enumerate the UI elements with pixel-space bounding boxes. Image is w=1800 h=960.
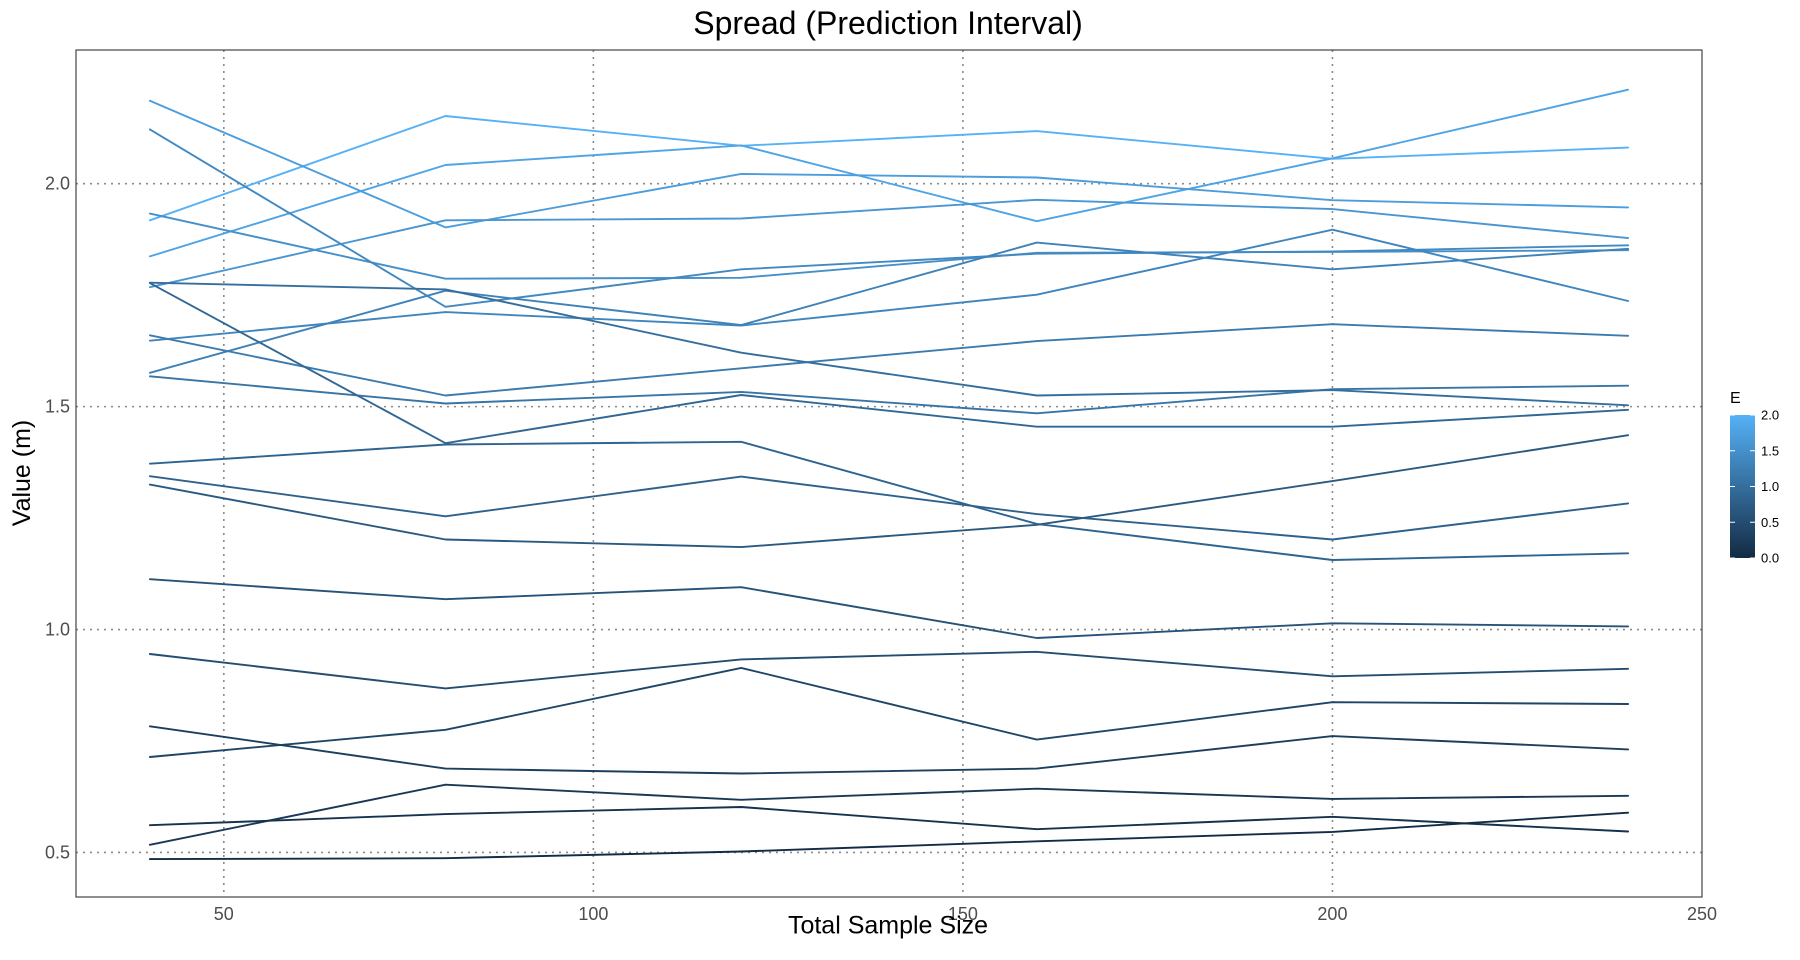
series-line-11 (148, 281, 1630, 407)
series-line-3 (148, 725, 1630, 775)
y-tick-label-2: 1.5 (45, 397, 70, 417)
x-axis-title: Total Sample Size (788, 912, 988, 940)
plot-panel-border (75, 49, 1703, 898)
legend-tick-label-1: 0.5 (1761, 515, 1779, 530)
series-line-13 (148, 323, 1630, 397)
series-line-19 (148, 99, 1630, 229)
legend-ticks: 0.0 0.5 1.0 1.5 2.0 (1730, 408, 1779, 566)
series-line-6 (148, 578, 1630, 639)
series-line-14 (148, 241, 1630, 374)
legend-tick-label-2: 1.0 (1761, 479, 1779, 494)
x-tick-label-4: 250 (1687, 904, 1717, 924)
series-line-20 (148, 88, 1630, 258)
series-line-16 (148, 128, 1630, 308)
series-line-21 (148, 115, 1630, 222)
legend-tick-label-0: 0.0 (1761, 551, 1779, 566)
color-legend: E 0.0 0.5 1.0 1.5 2.0 (1730, 390, 1779, 566)
series-line-17 (148, 212, 1630, 280)
grid (76, 50, 1702, 897)
series-line-15 (148, 228, 1630, 342)
series-line-0 (148, 811, 1630, 861)
series-line-18 (148, 198, 1630, 289)
series-line-12 (148, 375, 1630, 415)
legend-tick-label-3: 1.5 (1761, 443, 1779, 458)
y-tick-label-0: 0.5 (45, 842, 70, 862)
x-tick-label-1: 100 (578, 904, 608, 924)
series-line-9 (148, 440, 1630, 561)
legend-title: E (1730, 390, 1741, 407)
series-line-2 (148, 783, 1630, 846)
legend-tick-label-4: 2.0 (1761, 408, 1779, 423)
y-axis-title: Value (m) (8, 420, 36, 527)
y-tick-label-3: 2.0 (45, 174, 70, 194)
y-axis-ticks: 0.5 1.0 1.5 2.0 (45, 174, 70, 863)
chart-title: Spread (Prediction Interval) (693, 5, 1083, 41)
series-line-7 (148, 434, 1630, 549)
series-line-4 (148, 666, 1630, 758)
series-line-1 (148, 806, 1630, 833)
series-line-10 (148, 282, 1630, 445)
x-tick-label-3: 200 (1317, 904, 1347, 924)
series-line-8 (148, 475, 1630, 541)
series-line-5 (148, 650, 1630, 690)
series-lines (148, 88, 1630, 861)
x-tick-label-0: 50 (214, 904, 234, 924)
y-tick-label-1: 1.0 (45, 620, 70, 640)
x-axis-ticks: 50 100 150 200 250 (214, 904, 1717, 924)
x-tick-label-2: 150 (948, 904, 978, 924)
